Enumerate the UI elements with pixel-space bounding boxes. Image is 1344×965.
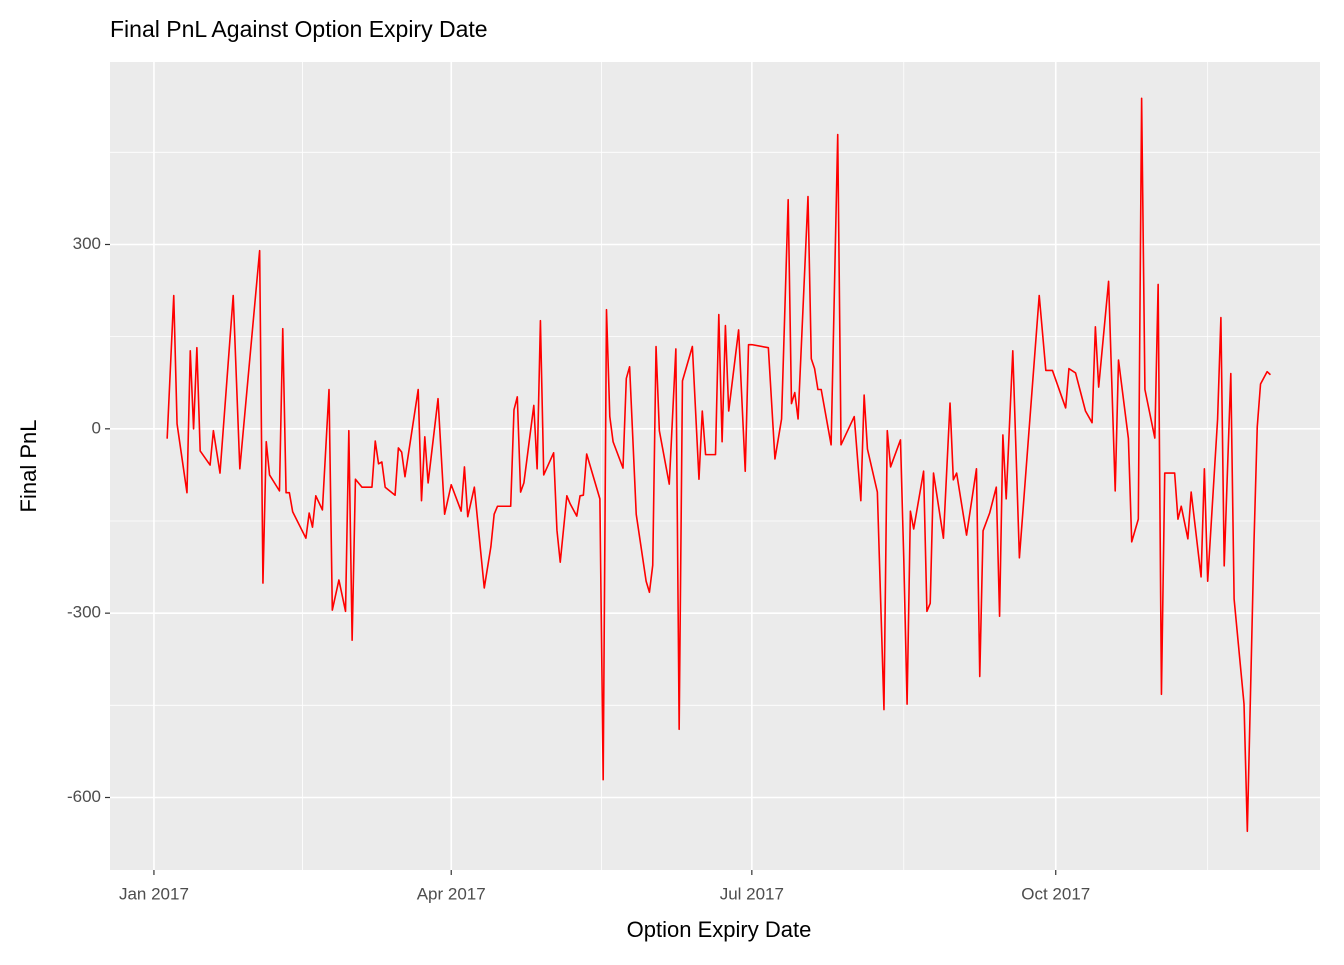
chart-title: Final PnL Against Option Expiry Date xyxy=(110,16,488,42)
x-tick-label: Jan 2017 xyxy=(119,884,189,903)
y-tick-label: 300 xyxy=(73,234,101,253)
y-tick-label: -300 xyxy=(67,603,101,622)
x-tick-label: Oct 2017 xyxy=(1021,884,1090,903)
x-tick-label: Jul 2017 xyxy=(720,884,784,903)
x-axis-label: Option Expiry Date xyxy=(627,917,812,942)
plot xyxy=(166,97,1271,833)
y-tick-label: -600 xyxy=(67,787,101,806)
y-tick-label: 0 xyxy=(92,418,101,437)
grid xyxy=(110,62,1320,870)
y-axis-label: Final PnL xyxy=(16,420,41,513)
data-line xyxy=(166,97,1271,833)
x-tick-label: Apr 2017 xyxy=(417,884,486,903)
panel xyxy=(110,62,1320,870)
